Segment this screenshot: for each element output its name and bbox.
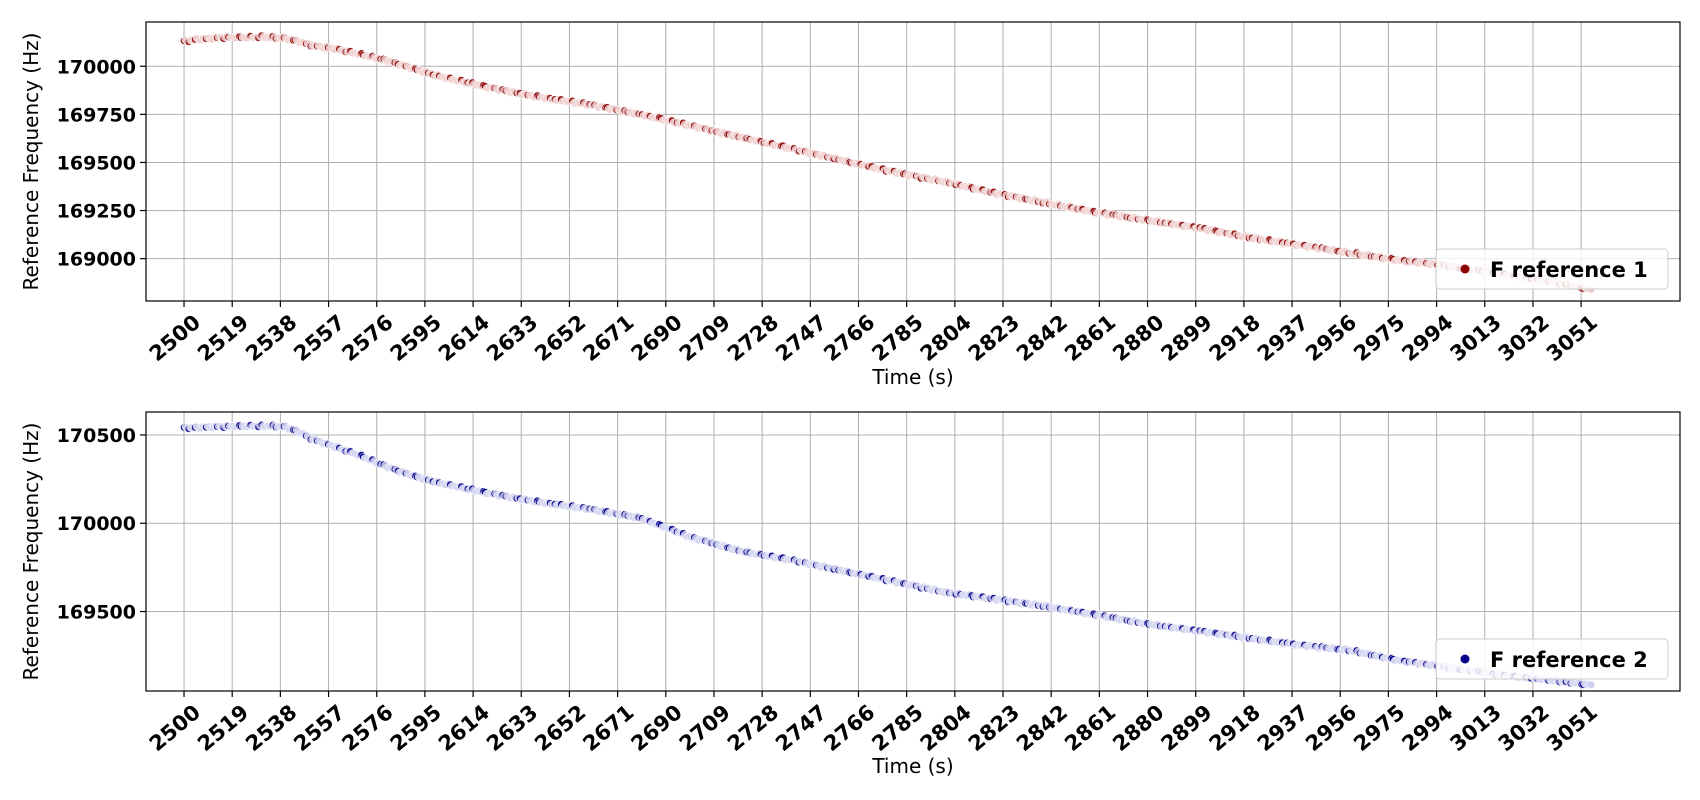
x-tick-label: 2652 xyxy=(530,310,590,366)
x-tick-label: 2747 xyxy=(771,700,831,756)
x-tick-label: 2994 xyxy=(1397,700,1457,756)
x-tick-label: 3013 xyxy=(1446,310,1506,366)
x-tick-label: 2785 xyxy=(867,310,927,366)
x-tick-label: 2861 xyxy=(1060,700,1120,756)
x-tick-label: 3051 xyxy=(1542,310,1602,366)
x-tick-label: 2842 xyxy=(1012,700,1072,756)
x-tick-label: 2937 xyxy=(1253,310,1313,366)
y-axis-label: Reference Frequency (Hz) xyxy=(19,423,43,681)
x-tick-label: 2671 xyxy=(578,310,638,366)
chart-panel-reference-2: 2500251925382557257625952614263326522671… xyxy=(19,411,1681,778)
x-tick-label: 2918 xyxy=(1205,310,1265,366)
x-tick-label: 2557 xyxy=(289,700,349,756)
series-points xyxy=(180,31,1596,294)
x-tick-label: 2861 xyxy=(1060,310,1120,366)
x-tick-label: 2576 xyxy=(338,310,398,366)
legend-marker xyxy=(1460,264,1470,274)
series-points xyxy=(180,421,1596,689)
x-tick-label: 2671 xyxy=(578,700,638,756)
x-tick-label: 2899 xyxy=(1156,310,1216,366)
y-tick-label: 169000 xyxy=(57,249,136,271)
x-tick-label: 2747 xyxy=(771,310,831,366)
x-tick-label: 2994 xyxy=(1397,310,1457,366)
x-tick-label: 2709 xyxy=(675,700,735,756)
y-tick-label: 169500 xyxy=(57,152,136,174)
x-tick-label: 2690 xyxy=(627,310,687,366)
chart-panel-reference-1: 2500251925382557257625952614263326522671… xyxy=(19,21,1681,389)
x-tick-label: 2880 xyxy=(1108,700,1168,756)
x-tick-label: 2880 xyxy=(1108,310,1168,366)
legend-label: F reference 1 xyxy=(1490,258,1648,282)
x-tick-label: 2519 xyxy=(193,700,253,756)
plot-frame xyxy=(145,411,1681,692)
y-tick-label: 170500 xyxy=(57,425,136,447)
x-tick-label: 2557 xyxy=(289,310,349,366)
x-tick-label: 2918 xyxy=(1205,700,1265,756)
plot-frame xyxy=(145,21,1681,302)
x-tick-label: 2709 xyxy=(675,310,735,366)
legend: F reference 2 xyxy=(1435,638,1669,680)
x-tick-label: 2500 xyxy=(145,310,205,366)
x-tick-label: 2500 xyxy=(145,700,205,756)
y-tick-label: 169250 xyxy=(57,201,136,223)
legend-box xyxy=(1435,248,1669,290)
x-tick-label: 2937 xyxy=(1253,700,1313,756)
x-tick-label: 2956 xyxy=(1301,700,1361,756)
x-tick-label: 3032 xyxy=(1494,310,1554,366)
x-tick-label: 3051 xyxy=(1542,700,1602,756)
x-tick-label: 2690 xyxy=(627,700,687,756)
x-tick-label: 2899 xyxy=(1156,700,1216,756)
x-tick-label: 3013 xyxy=(1446,700,1506,756)
y-tick-label: 169750 xyxy=(57,104,136,126)
x-tick-label: 2785 xyxy=(867,700,927,756)
x-tick-label: 2823 xyxy=(964,310,1024,366)
x-tick-label: 2652 xyxy=(530,700,590,756)
x-tick-label: 2595 xyxy=(386,700,446,756)
grid xyxy=(146,412,1680,691)
x-tick-label: 2804 xyxy=(916,310,976,366)
x-tick-label: 2538 xyxy=(241,310,301,366)
x-tick-label: 2614 xyxy=(434,700,494,756)
x-axis-label: Time (s) xyxy=(871,754,953,778)
legend-marker xyxy=(1460,654,1470,664)
x-tick-label: 2633 xyxy=(482,700,542,756)
x-tick-label: 2633 xyxy=(482,310,542,366)
y-tick-label: 170000 xyxy=(57,513,136,535)
x-tick-label: 2538 xyxy=(241,700,301,756)
x-tick-label: 2614 xyxy=(434,310,494,366)
y-tick-label: 169500 xyxy=(57,602,136,624)
legend: F reference 1 xyxy=(1435,248,1669,290)
data-point xyxy=(1587,680,1596,689)
x-tick-label: 2975 xyxy=(1349,700,1409,756)
legend-box xyxy=(1435,638,1669,680)
y-axis-label: Reference Frequency (Hz) xyxy=(19,33,43,291)
x-tick-label: 2823 xyxy=(964,700,1024,756)
x-tick-label: 3032 xyxy=(1494,700,1554,756)
x-tick-label: 2728 xyxy=(723,310,783,366)
x-axis-label: Time (s) xyxy=(871,365,953,389)
x-tick-label: 2576 xyxy=(338,700,398,756)
x-tick-label: 2956 xyxy=(1301,310,1361,366)
legend-label: F reference 2 xyxy=(1490,648,1648,672)
y-tick-label: 170000 xyxy=(57,56,136,78)
x-tick-label: 2728 xyxy=(723,700,783,756)
x-tick-label: 2766 xyxy=(819,310,879,366)
x-tick-label: 2595 xyxy=(386,310,446,366)
x-tick-label: 2975 xyxy=(1349,310,1409,366)
x-tick-label: 2519 xyxy=(193,310,253,366)
x-tick-label: 2766 xyxy=(819,700,879,756)
x-tick-label: 2842 xyxy=(1012,310,1072,366)
x-tick-label: 2804 xyxy=(916,700,976,756)
